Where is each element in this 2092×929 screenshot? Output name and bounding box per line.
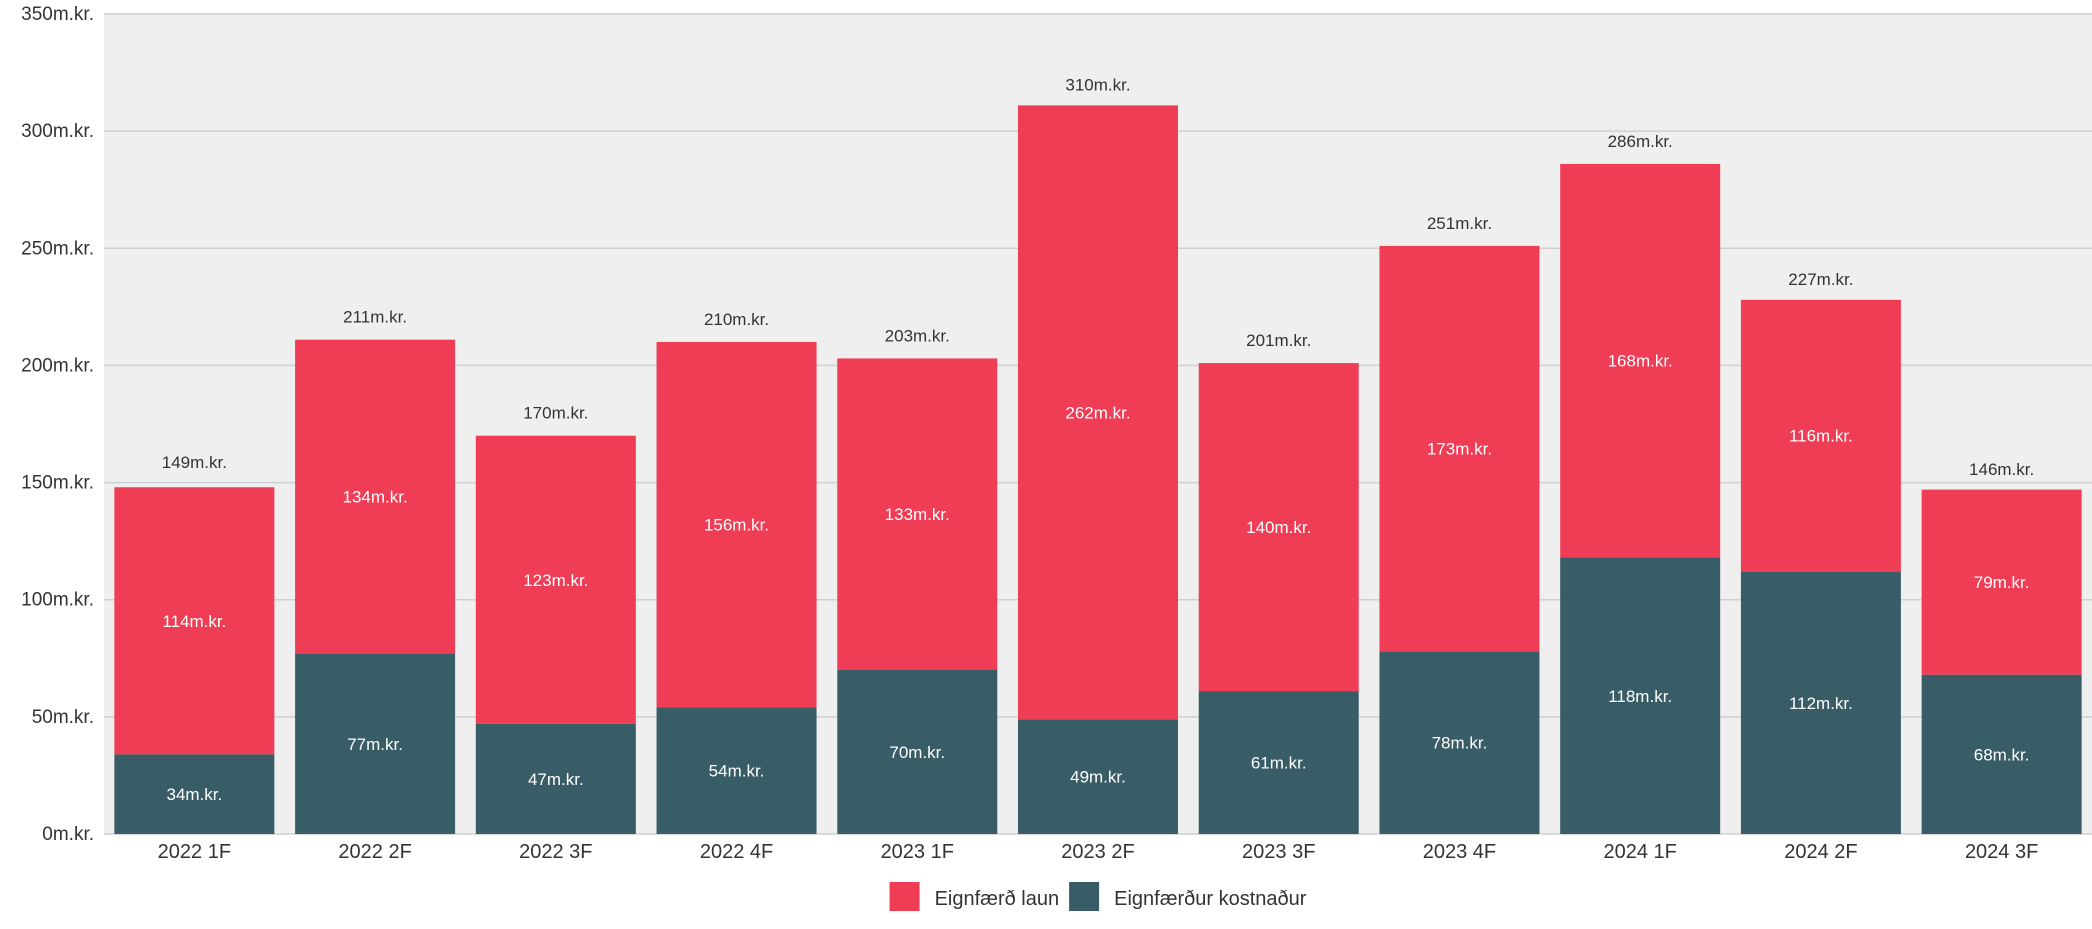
segment-label: 168m.kr. [1608,352,1673,371]
total-label: 211m.kr. [343,308,407,327]
total-label: 210m.kr. [704,310,769,329]
legend-swatch [889,882,920,911]
bar-segment [1560,557,1721,834]
y-tick-label: 350m.kr. [21,4,94,25]
segment-label: 54m.kr. [709,762,765,781]
y-tick-label: 0m.kr. [42,824,94,845]
segment-label: 116m.kr. [1789,427,1853,446]
segment-label: 61m.kr. [1251,754,1307,773]
legend: Eignfærð laun Eignfærður kostnaður [889,882,1307,911]
total-label: 251m.kr. [1427,214,1492,233]
bar-segment [1921,674,2082,834]
bar-segment [1198,691,1359,834]
segment-label: 156m.kr. [704,516,769,535]
bar-segment [1740,571,1901,834]
segment-label: 78m.kr. [1432,734,1488,753]
x-tick-label: 2024 1F [1603,841,1676,863]
x-tick-label: 2022 2F [338,841,411,863]
segment-label: 68m.kr. [1974,745,2030,764]
y-tick-label: 150m.kr. [21,473,94,494]
bar-segment [475,435,636,724]
legend-label: Eignfærð laun [935,888,1060,910]
segment-label: 77m.kr. [347,735,403,754]
bar-segment [114,487,275,755]
x-tick-label: 2023 1F [881,841,954,863]
bar-segment [295,653,456,834]
segment-label: 173m.kr. [1427,440,1492,459]
bar-segment [1198,363,1359,692]
segment-label: 70m.kr. [889,743,945,762]
x-tick-label: 2022 4F [700,841,773,863]
bar-segment [837,670,998,834]
bar-segment [656,342,817,708]
segment-label: 134m.kr. [342,488,407,507]
x-tick-label: 2023 2F [1061,841,1134,863]
total-label: 170m.kr. [523,404,588,423]
bar-segment [295,339,456,654]
total-label: 310m.kr. [1065,76,1130,95]
total-label: 203m.kr. [885,326,950,345]
x-tick-label: 2023 4F [1423,841,1496,863]
legend-item: Eignfærður kostnaður [1069,882,1307,911]
total-label: 201m.kr. [1246,331,1311,350]
segment-label: 49m.kr. [1070,768,1126,787]
bar-segment [1379,245,1540,652]
y-tick-label: 50m.kr. [32,707,94,728]
bar-segment [1379,651,1540,834]
total-label: 227m.kr. [1788,270,1853,289]
segment-label: 34m.kr. [166,785,222,804]
bars [114,105,2082,834]
segment-label: 112m.kr. [1789,694,1853,713]
bar-labels: 34m.kr. 114m.kr. 149m.kr. 77m.kr. 134m.kr. 21… [162,76,2034,804]
segment-label: 47m.kr. [528,770,584,789]
segment-label: 118m.kr. [1608,687,1672,706]
segment-label: 123m.kr. [523,571,588,590]
legend-item: Eignfærð laun [889,882,1060,911]
bar-segment [114,754,275,834]
x-tick-label: 2022 1F [158,841,231,863]
x-tick-label: 2022 3F [519,841,592,863]
segment-label: 79m.kr. [1974,573,2030,592]
x-tick-label: 2024 3F [1965,841,2038,863]
bar-segment [1018,719,1178,834]
legend-label: Eignfærður kostnaður [1114,888,1307,910]
segment-label: 114m.kr. [162,612,226,631]
total-label: 286m.kr. [1608,132,1673,151]
bar-segment [656,707,817,834]
segment-label: 133m.kr. [885,505,950,524]
x-tick-label: 2024 2F [1784,841,1857,863]
y-tick-label: 100m.kr. [21,590,94,611]
y-tick-label: 200m.kr. [21,355,94,376]
bar-segment [837,358,998,670]
bar-segment [1921,489,2082,675]
total-label: 146m.kr. [1969,460,2034,479]
y-tick-label: 300m.kr. [21,121,94,142]
bar-segment [475,723,636,834]
bar-segment [1560,163,1721,558]
y-tick-label: 250m.kr. [21,238,94,259]
legend-swatch [1069,882,1100,911]
segment-label: 262m.kr. [1065,403,1130,422]
bar-segment [1740,299,1901,572]
x-axis-ticks: 2022 1F 2022 2F 2022 3F 2022 4F 2023 1F 2023 … [158,841,2039,863]
y-axis-ticks: 0m.kr. 50m.kr. 100m.kr. 150m.kr. 200m.kr. 250… [21,4,94,845]
total-label: 149m.kr. [162,453,227,472]
bar-segment [1018,105,1178,720]
segment-label: 140m.kr. [1246,518,1311,537]
x-tick-label: 2023 3F [1242,841,1315,863]
